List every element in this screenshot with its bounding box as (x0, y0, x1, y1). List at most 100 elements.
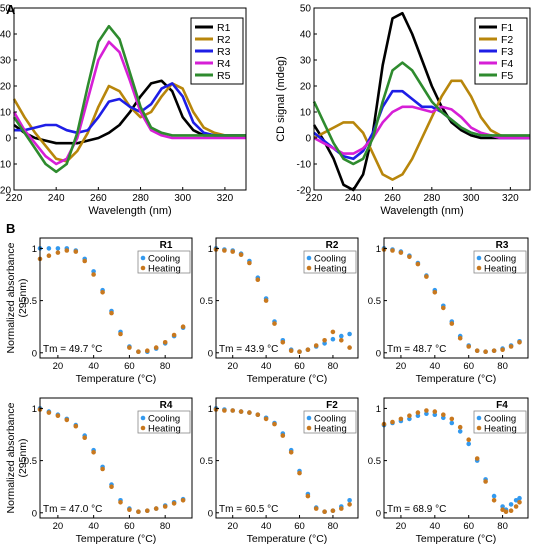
legend-label: F3 (501, 46, 513, 58)
panel-title: F2 (326, 400, 338, 411)
data-point-heating (55, 413, 61, 419)
data-point-heating (503, 509, 509, 514)
data-point-heating (145, 348, 150, 354)
chart-melt-r4: 20 40 60 80 0 0.5 1 Temperature (°C) Normalized … (5, 397, 193, 545)
y-tick-label: 1 (32, 404, 37, 415)
data-point-heating (457, 335, 463, 341)
y-tick-label: 0 (208, 348, 213, 359)
x-tick-label: 60 (463, 521, 474, 532)
data-point-heating (127, 345, 132, 350)
data-point-heating (491, 348, 497, 354)
data-point-heating (118, 500, 123, 505)
data-point-heating (73, 249, 79, 254)
x-tick-label: 60 (124, 521, 135, 532)
data-point-heating (145, 508, 150, 513)
x-tick-label: 240 (345, 193, 362, 204)
x-tick-label: 40 (88, 361, 99, 372)
legend-swatch (306, 415, 312, 421)
tm-annotation: Tm = 60.5 °C (219, 504, 278, 515)
x-tick-label: 80 (328, 521, 339, 532)
tm-annotation: Tm = 43.9 °C (219, 344, 278, 355)
y-tick-label: 30 (0, 56, 11, 67)
data-point-heating (483, 479, 488, 484)
legend-label: Heating (484, 424, 517, 435)
plot-frame (39, 237, 193, 359)
legend-swatch (306, 425, 312, 431)
legend-label: Cooling (148, 254, 180, 265)
chart-melt-r2: 20 40 60 80 0 0.5 1 Temperature (°C) R2 Tm = 43.9… (200, 237, 359, 385)
data-point-cooling (407, 416, 412, 422)
data-point-heating (330, 329, 336, 335)
data-point-heating (466, 344, 472, 349)
x-tick-label: 220 (306, 193, 323, 204)
legend-label: Cooling (314, 254, 346, 265)
data-point-heating (55, 250, 61, 255)
y-tick-label: 0.5 (24, 456, 37, 467)
x-axis-label: Temperature (°C) (416, 533, 497, 545)
y-tick-label: 0 (305, 134, 311, 145)
data-point-cooling (339, 333, 344, 339)
x-tick-label: 60 (294, 521, 305, 532)
x-tick-label: 320 (502, 193, 519, 204)
data-point-cooling (457, 429, 463, 434)
x-tick-label: 40 (430, 361, 441, 372)
data-point-heating (180, 498, 186, 503)
data-point-heating (82, 258, 87, 264)
legend-label: F5 (501, 70, 513, 82)
x-tick-label: 20 (227, 521, 238, 532)
data-point-heating (297, 470, 302, 476)
y-tick-label: -20 (0, 186, 11, 197)
x-tick-label: 40 (430, 521, 441, 532)
data-point-heating (457, 424, 463, 430)
tm-annotation: Tm = 48.7 °C (387, 344, 446, 355)
data-point-heating (390, 248, 395, 253)
data-point-heating (238, 409, 244, 414)
data-point-cooling (517, 495, 522, 501)
data-point-heating (46, 410, 52, 415)
x-tick-label: 220 (6, 193, 23, 204)
data-point-heating (263, 298, 269, 303)
data-point-heating (263, 416, 269, 422)
legend-box (473, 410, 527, 434)
data-point-heating (347, 502, 352, 507)
legend-label: Heating (148, 424, 181, 435)
data-point-heating (180, 324, 186, 330)
series-group (37, 246, 186, 355)
x-tick-label: 280 (132, 193, 149, 204)
data-point-cooling (449, 420, 455, 426)
x-tick-label: 20 (396, 361, 407, 372)
legend-label: Cooling (314, 414, 346, 425)
plot-frame (383, 397, 529, 519)
x-tick-label: 80 (497, 521, 508, 532)
y-tick-label: 0 (32, 508, 37, 519)
x-tick-label: 60 (463, 361, 474, 372)
legend-label: Heating (314, 264, 347, 275)
plot-frame (13, 7, 247, 191)
y-axis-label: CD signal (mdeg) (275, 56, 287, 142)
data-point-heating (398, 416, 404, 422)
series-line-R3 (14, 82, 246, 137)
data-point-heating (272, 321, 277, 326)
legend-label: F1 (501, 22, 513, 34)
plot-frame (39, 397, 193, 519)
data-point-heating (100, 290, 105, 295)
data-point-heating (466, 437, 472, 443)
legend-label: Cooling (484, 254, 516, 265)
data-point-cooling (330, 336, 336, 342)
panel-label-a: A (6, 2, 16, 17)
series-group (37, 406, 186, 514)
data-point-heating (136, 349, 141, 355)
x-tick-label: 320 (217, 193, 234, 204)
data-point-heating (339, 338, 344, 343)
panel-title: R4 (160, 400, 173, 411)
y-tick-label: 0 (376, 508, 381, 519)
legend-box (137, 410, 191, 434)
data-point-heating (280, 340, 286, 345)
data-point-heating (118, 331, 123, 337)
data-point-heating (508, 344, 514, 349)
data-point-heating (407, 254, 412, 260)
y-tick-label: -10 (0, 160, 11, 171)
chart-cd-f: 220 240 260 280 300 320 -20 -10 0 10 20 30 40 50 Wavel… (275, 4, 531, 217)
